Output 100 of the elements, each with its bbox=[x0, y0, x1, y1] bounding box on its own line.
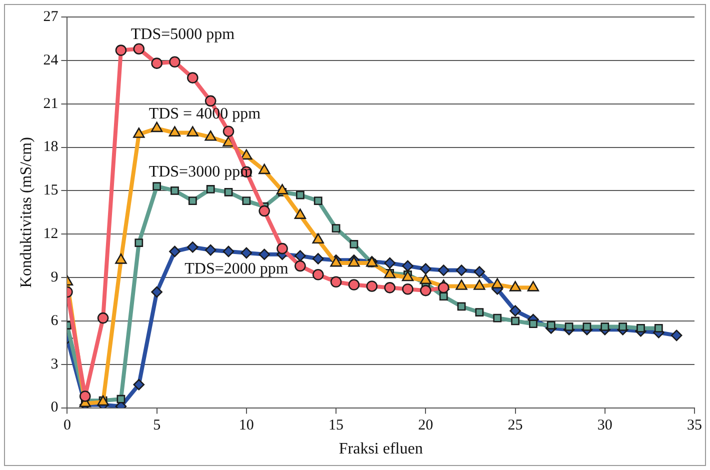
point bbox=[187, 72, 198, 84]
point bbox=[439, 292, 448, 301]
point bbox=[474, 266, 486, 278]
point bbox=[564, 322, 574, 331]
y-tick-label: 3 bbox=[50, 356, 58, 372]
point bbox=[420, 284, 432, 296]
x-tick-label: 35 bbox=[687, 418, 702, 434]
point bbox=[151, 286, 162, 298]
point bbox=[222, 126, 234, 137]
y-axis-title: Konduktivitas (mS/cm) bbox=[18, 137, 35, 288]
point bbox=[330, 276, 342, 288]
point bbox=[294, 260, 306, 272]
y-tick-label: 9 bbox=[50, 269, 58, 286]
point bbox=[258, 164, 270, 174]
point bbox=[350, 240, 358, 248]
point bbox=[188, 196, 197, 206]
point bbox=[222, 246, 234, 258]
point bbox=[276, 184, 288, 194]
y-tick-label: 6 bbox=[50, 312, 59, 329]
point bbox=[438, 282, 450, 294]
point bbox=[402, 270, 414, 282]
point bbox=[492, 278, 504, 288]
point bbox=[420, 274, 432, 284]
point bbox=[151, 58, 162, 69]
point bbox=[546, 321, 556, 330]
point bbox=[150, 122, 163, 132]
y-tick-label: 12 bbox=[43, 226, 58, 242]
point bbox=[402, 283, 414, 295]
point bbox=[312, 253, 324, 264]
point bbox=[204, 244, 216, 256]
point bbox=[348, 279, 360, 290]
point bbox=[258, 248, 270, 260]
point bbox=[438, 264, 450, 276]
point bbox=[186, 126, 199, 136]
y-tick-label: 0 bbox=[50, 400, 58, 416]
point bbox=[332, 224, 340, 233]
point bbox=[206, 185, 215, 194]
point bbox=[258, 205, 270, 217]
point bbox=[133, 128, 145, 138]
point bbox=[152, 182, 161, 191]
y-tick-label: 18 bbox=[43, 139, 58, 156]
x-tick-label: 0 bbox=[63, 418, 71, 434]
x-tick-label: 20 bbox=[418, 418, 434, 434]
series-label: TDS=2000 ppm bbox=[184, 260, 289, 278]
point bbox=[79, 390, 91, 402]
point bbox=[527, 281, 540, 292]
point bbox=[240, 149, 252, 160]
point bbox=[116, 394, 126, 404]
point bbox=[169, 246, 180, 258]
point bbox=[529, 320, 538, 328]
point bbox=[115, 44, 127, 56]
point bbox=[294, 208, 306, 219]
point bbox=[636, 324, 645, 332]
point bbox=[420, 263, 432, 274]
point bbox=[204, 95, 216, 107]
point bbox=[170, 186, 179, 195]
point bbox=[312, 268, 324, 280]
point bbox=[242, 196, 251, 206]
point bbox=[169, 56, 180, 68]
point bbox=[240, 247, 252, 259]
point bbox=[600, 322, 610, 331]
y-tick-label: 27 bbox=[43, 8, 59, 25]
point bbox=[457, 302, 466, 311]
point bbox=[115, 254, 127, 264]
point bbox=[366, 280, 378, 292]
point bbox=[474, 280, 486, 290]
point bbox=[582, 322, 592, 331]
series-label: TDS=5000 ppm bbox=[130, 26, 236, 44]
y-tick-label: 15 bbox=[43, 182, 58, 199]
point bbox=[670, 330, 682, 342]
point bbox=[133, 43, 145, 54]
x-tick-label: 10 bbox=[238, 418, 254, 434]
x-tick-label: 15 bbox=[328, 418, 344, 434]
point bbox=[224, 188, 233, 196]
point bbox=[402, 260, 414, 272]
point bbox=[618, 322, 627, 331]
x-axis-title: Fraksi efluen bbox=[338, 440, 423, 458]
point bbox=[187, 241, 198, 253]
point bbox=[312, 233, 324, 244]
x-tick-label: 25 bbox=[508, 418, 523, 434]
point bbox=[493, 314, 502, 322]
point bbox=[456, 264, 468, 276]
point bbox=[134, 238, 144, 247]
point bbox=[133, 378, 145, 390]
point bbox=[456, 280, 468, 290]
point bbox=[97, 312, 109, 324]
y-tick-label: 24 bbox=[43, 52, 59, 68]
point bbox=[511, 316, 520, 326]
point bbox=[168, 126, 181, 136]
y-tick-label: 21 bbox=[43, 96, 58, 112]
point bbox=[294, 250, 306, 262]
point bbox=[204, 130, 216, 141]
x-tick-label: 30 bbox=[597, 418, 612, 434]
point bbox=[276, 242, 288, 254]
point bbox=[509, 281, 522, 292]
point bbox=[314, 196, 322, 206]
point bbox=[384, 282, 396, 294]
x-tick-label: 5 bbox=[153, 418, 161, 434]
point bbox=[475, 308, 484, 316]
point bbox=[510, 305, 521, 316]
